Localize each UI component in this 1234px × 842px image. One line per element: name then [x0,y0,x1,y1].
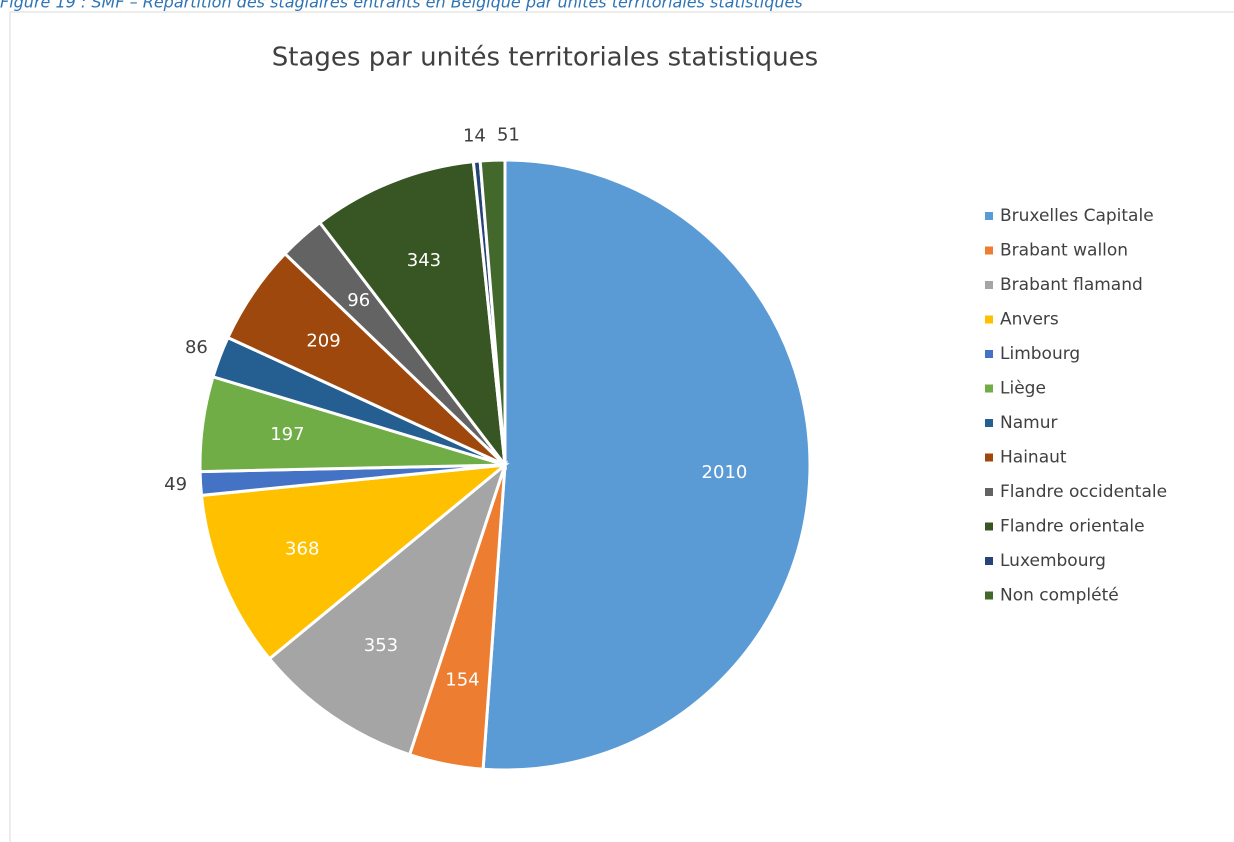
legend-swatch [985,591,993,600]
legend-label: Liège [1000,379,1046,399]
legend-label: Flandre orientale [1000,517,1145,537]
pie-slice [478,158,507,466]
data-label: 86 [185,337,208,358]
data-label: 2010 [702,462,748,483]
data-label: 353 [364,635,398,656]
data-label: 209 [306,330,340,351]
legend-label: Non complété [1000,586,1119,606]
chart-title: Stages par unités territoriales statisti… [272,43,818,73]
data-label: 197 [270,424,304,445]
legend-swatch [985,522,993,531]
legend-swatch [985,315,993,324]
legend-label: Flandre occidentale [1000,482,1167,502]
caption: Figure 19 : SMF – Répartition des stagia… [0,0,803,12]
legend-swatch [985,453,993,462]
data-label: 14 [463,125,486,146]
data-label: 51 [497,124,520,145]
legend-swatch [985,419,993,427]
legend-label: Bruxelles Capitale [1000,206,1154,226]
legend-swatch [985,384,993,393]
pie-slice [317,159,508,471]
data-label: 343 [407,250,441,271]
legend-swatch [985,246,993,255]
data-label: 368 [285,538,319,559]
legend-label: Brabant wallon [1000,241,1128,261]
legend-swatch [985,281,993,289]
pie-slice [267,460,509,757]
legend-label: Limbourg [1000,344,1080,364]
legend-swatch [985,212,993,220]
legend-label: Hainaut [1000,448,1067,468]
pie-slice [199,463,510,661]
pie-slice [481,158,812,772]
data-label: 154 [445,669,479,690]
legend-swatch [985,488,993,496]
legend-label: Anvers [1000,310,1059,330]
data-label: 49 [164,474,187,495]
legend-label: Luxembourg [1000,551,1106,571]
legend-label: Namur [1000,413,1057,433]
legend-label: Brabant flamand [1000,275,1143,295]
data-label: 96 [347,290,370,311]
legend-swatch [985,557,993,565]
legend-swatch [985,350,993,358]
